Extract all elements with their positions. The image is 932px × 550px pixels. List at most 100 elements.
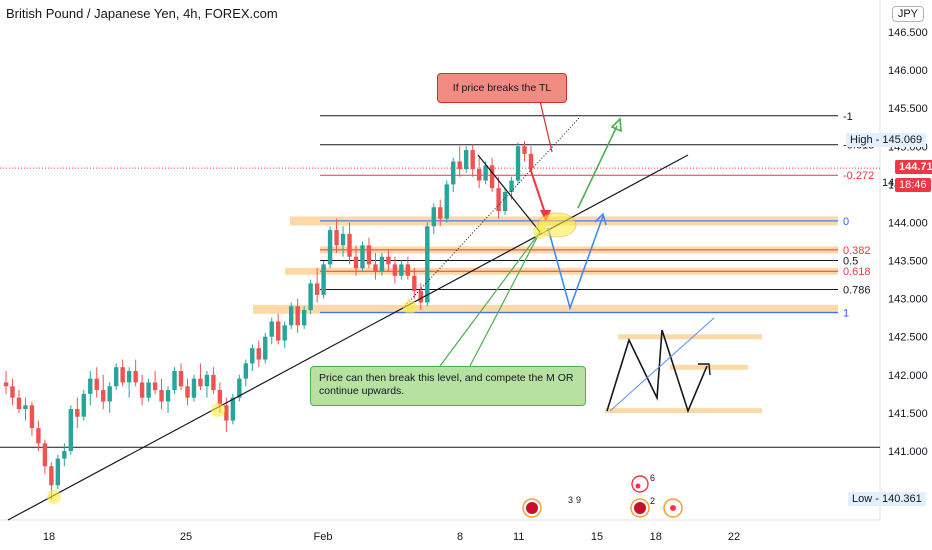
- main-trendline: [7, 154, 689, 521]
- candle: [418, 283, 424, 311]
- candle-body: [42, 443, 48, 467]
- zone-rect: [605, 408, 762, 414]
- green-callout-pointer-left: [439, 231, 541, 367]
- candle-body: [133, 371, 138, 383]
- candle: [340, 226, 346, 257]
- candle-body: [412, 275, 417, 292]
- candle: [379, 252, 385, 276]
- candle-body: [321, 264, 326, 295]
- candle-body: [444, 184, 449, 219]
- red-callout-text: If price breaks the TL: [452, 82, 552, 94]
- candle: [476, 157, 482, 189]
- candle-body: [185, 386, 190, 398]
- candle-body: [470, 150, 475, 170]
- candle-body: [224, 405, 229, 421]
- price-tick-label: 142.500: [888, 332, 928, 344]
- candle: [327, 226, 333, 269]
- high-badge: High - 145.069: [846, 133, 927, 147]
- candle: [256, 340, 261, 368]
- partial-tick-text: 14: [882, 177, 895, 189]
- candle-body: [49, 466, 54, 486]
- current-price-value: 144.713: [899, 161, 932, 173]
- candle: [198, 363, 203, 391]
- price-tick-label: 141.500: [888, 408, 928, 420]
- time-tick-label: Feb: [314, 531, 333, 543]
- fib-label: 1: [843, 307, 849, 319]
- currency-button[interactable]: JPY: [891, 6, 924, 22]
- candle-body: [451, 161, 456, 185]
- time-tick-label: 8: [457, 531, 463, 543]
- price-tick-label: 146.500: [888, 27, 928, 39]
- fib-label: 0.618: [843, 266, 871, 278]
- candle: [366, 237, 372, 269]
- candle-body: [431, 207, 436, 227]
- countdown-badge: 18:46: [895, 178, 931, 192]
- candle-body: [366, 245, 372, 265]
- candle-body: [36, 428, 41, 444]
- candle: [515, 142, 521, 185]
- candle-body: [489, 165, 495, 189]
- low-value: 140.361: [881, 493, 922, 505]
- candle-body: [373, 264, 378, 272]
- touch-point: [211, 403, 225, 417]
- event-flag-icon: [634, 502, 646, 514]
- candle: [237, 374, 242, 402]
- candle: [399, 260, 404, 280]
- candle-body: [334, 230, 339, 246]
- candle: [451, 157, 456, 192]
- zone-rect: [253, 304, 838, 314]
- candle: [425, 222, 430, 307]
- candle: [502, 188, 508, 215]
- countdown-value: 18:46: [899, 179, 927, 191]
- candle-body: [237, 378, 242, 398]
- low-badge: Low - 140.361: [848, 492, 926, 506]
- green-arrow: [577, 125, 618, 209]
- candle: [62, 443, 67, 467]
- candle-body: [126, 371, 132, 383]
- fib-label: 0.5: [843, 256, 858, 268]
- candle: [113, 363, 119, 391]
- event-alert-icon: [635, 483, 641, 489]
- candle-body: [81, 393, 86, 417]
- candle: [412, 268, 417, 299]
- candle-body: [178, 371, 184, 387]
- candle: [470, 144, 475, 177]
- red-callout[interactable]: If price breaks the TL: [437, 73, 567, 103]
- candle-body: [204, 374, 210, 387]
- candle-body: [463, 150, 469, 170]
- fib-label: 0: [843, 216, 849, 228]
- candle-body: [295, 306, 300, 326]
- candle: [29, 401, 35, 436]
- candle: [120, 359, 125, 387]
- candle: [204, 371, 210, 398]
- candle-body: [107, 386, 112, 402]
- event-count: 3: [568, 495, 573, 505]
- m-pattern-arrow: [698, 363, 711, 376]
- fib-label: -1: [843, 111, 853, 123]
- candle-body: [75, 409, 80, 417]
- blue-arrow: [547, 215, 604, 311]
- candle-body: [68, 409, 74, 451]
- small-trendline: [477, 154, 541, 233]
- m-pattern-trendline: [609, 317, 715, 412]
- candle-body: [165, 390, 171, 402]
- trend-drawings: 3 9 6 2: [7, 100, 715, 521]
- candle: [386, 249, 391, 272]
- candle-body: [353, 256, 359, 269]
- candle: [10, 378, 15, 406]
- candle-body: [379, 256, 385, 272]
- price-tick-label: 142.000: [888, 370, 928, 382]
- candle: [36, 420, 41, 451]
- price-tick-label: 143.000: [888, 294, 928, 306]
- candle: [81, 390, 86, 421]
- candle: [444, 180, 449, 223]
- touch-point: [403, 300, 417, 314]
- zone-rect: [618, 334, 762, 340]
- candle-body: [386, 256, 391, 265]
- candle-body: [120, 367, 125, 383]
- m-pattern: [606, 329, 708, 414]
- candle-body: [476, 169, 482, 181]
- candle: [107, 382, 112, 413]
- time-tick-label: 11: [513, 531, 524, 543]
- green-callout[interactable]: Price can then break this level, and com…: [310, 366, 586, 406]
